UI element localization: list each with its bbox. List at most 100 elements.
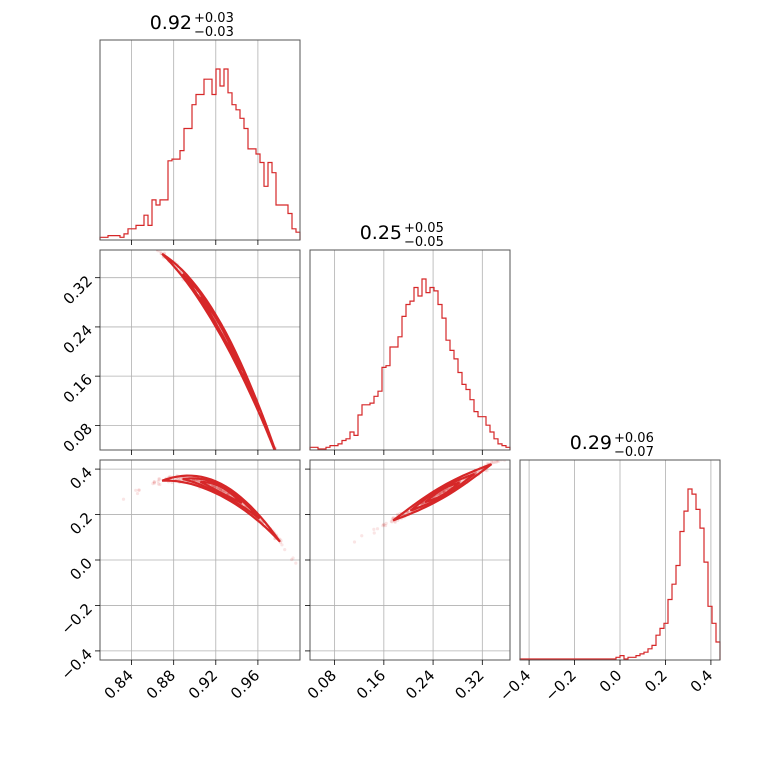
scatter-0-2-point [196, 479, 200, 483]
scatter-1-2-contour-0 [392, 463, 493, 522]
scatter-0-2-point [283, 548, 287, 552]
scatter-0-1-point [155, 250, 159, 251]
scatter-0-1-point [144, 242, 147, 245]
scatter-1-2-point [360, 534, 364, 538]
scatter-0-1-point [289, 493, 292, 496]
scatter-0-1-point [156, 250, 160, 253]
title-plus-2: +0.06 [614, 431, 654, 446]
hist-1-grid [334, 250, 483, 450]
title-minus-2: −0.07 [614, 445, 654, 460]
scatter-0-2-grid [100, 460, 300, 660]
scatter-0-2-xtick-label-3: 0.96 [227, 666, 263, 702]
scatter-0-1-point [139, 240, 142, 243]
scatter-0-2-point [222, 489, 226, 494]
scatter-1-2-point [352, 540, 357, 544]
scatter-0-2-point [222, 490, 227, 494]
scatter-1-2-point [381, 524, 385, 528]
scatter-0-1-point [275, 451, 278, 454]
scatter-0-1-point [279, 463, 282, 466]
scatter-0-2-point [280, 543, 284, 547]
scatter-0-1-ytick-label-1: 0.16 [60, 370, 96, 406]
scatter-0-1-grid [100, 250, 300, 450]
scatter-1-2-point [382, 522, 386, 526]
scatter-0-2-ytick-label-4: 0.4 [66, 463, 96, 493]
title-median-0: 0.92 [150, 12, 192, 34]
scatter-0-1-points [134, 235, 292, 496]
scatter-0-1-point [275, 450, 278, 453]
scatter-0-2-point [137, 488, 141, 492]
hist-1-frame [309, 249, 511, 451]
scatter-0-2-point [151, 482, 155, 486]
hist-2-xtick-label-1: −0.2 [541, 666, 579, 704]
title-plus-0: +0.03 [194, 11, 234, 26]
scatter-0-1-point [143, 239, 146, 242]
scatter-1-2-point [473, 471, 478, 475]
scatter-0-2-xtick-label-0: 0.84 [101, 666, 137, 702]
scatter-0-1-point [280, 469, 283, 472]
scatter-1-2-points [352, 454, 507, 544]
scatter-0-2-point [152, 481, 157, 485]
hist-0-grid [131, 40, 259, 240]
scatter-0-2-point [294, 561, 298, 565]
scatter-1-2-point [492, 460, 496, 465]
title-minus-0: −0.03 [194, 25, 234, 40]
scatter-1-2-xtick-label-1: 0.16 [353, 666, 389, 702]
scatter-0-2-xtick-label-1: 0.88 [143, 666, 179, 702]
scatter-0-1-point [153, 245, 156, 248]
scatter-1-2-point [504, 454, 507, 457]
scatter-1-2-point [405, 511, 410, 515]
scatter-0-2-ytick-label-0: −0.4 [57, 645, 95, 683]
scatter-0-2-contour-0 [161, 474, 281, 543]
scatter-0-2-point [221, 488, 225, 493]
scatter-0-1-point [282, 473, 285, 476]
scatter-0-2-point [134, 488, 138, 492]
scatter-0-1-ytick-label-0: 0.08 [60, 420, 96, 456]
scatter-1-2-point [372, 527, 376, 532]
scatter-0-1-point [149, 247, 152, 250]
hist-2-grid [528, 460, 712, 660]
scatter-0-1-frame [99, 249, 301, 451]
scatter-0-2-point [218, 487, 222, 492]
scatter-1-2-point [372, 531, 376, 535]
scatter-1-2-xtick-label-3: 0.32 [451, 666, 487, 702]
scatter-0-2-point [215, 486, 219, 490]
scatter-0-1-point [275, 451, 278, 454]
scatter-1-2-point [495, 460, 499, 464]
scatter-1-2-point [383, 523, 388, 528]
title-minus-1: −0.05 [404, 235, 444, 250]
scatter-0-2-contour-2 [199, 480, 243, 505]
scatter-0-1-point [135, 235, 138, 238]
scatter-0-1-point [146, 243, 149, 246]
scatter-1-2-point [474, 471, 478, 475]
scatter-0-1-point [141, 244, 144, 247]
scatter-1-2-grid [310, 460, 510, 660]
scatter-0-2-ytick-label-1: −0.2 [57, 600, 95, 638]
scatter-0-2-point [290, 557, 294, 562]
scatter-0-1-point [279, 465, 282, 468]
hist-2-xtick-label-3: 0.2 [641, 666, 671, 696]
scatter-0-2-ytick-label-2: 0.0 [66, 554, 96, 584]
scatter-1-2-point [384, 521, 388, 525]
scatter-0-1-point [280, 464, 283, 467]
scatter-0-1-ytick-label-3: 0.32 [60, 272, 96, 308]
scatter-0-1-point [276, 454, 279, 457]
scatter-1-2-xtick-label-0: 0.08 [304, 666, 340, 702]
scatter-1-2-point [375, 527, 380, 531]
scatter-0-1-point [134, 236, 137, 239]
hist-2-xtick-label-2: 0.0 [596, 666, 626, 696]
scatter-0-1-point [286, 484, 289, 487]
scatter-0-2-ytick-label-3: 0.2 [66, 509, 96, 539]
scatter-1-2-point [390, 520, 394, 524]
scatter-0-1-point [284, 479, 287, 482]
scatter-0-2-point [223, 490, 227, 494]
scatter-0-1-point [285, 479, 288, 482]
scatter-0-2-point [156, 479, 160, 483]
scatter-1-2-point [504, 454, 507, 457]
hist-0-step [99, 68, 301, 240]
scatter-0-1-point [142, 236, 145, 239]
scatter-0-2-point [121, 497, 126, 501]
scatter-0-2-point [157, 477, 161, 481]
hist-2-step [519, 488, 721, 660]
scatter-1-2-point [495, 460, 500, 463]
scatter-0-2-xtick-label-2: 0.92 [185, 666, 221, 702]
